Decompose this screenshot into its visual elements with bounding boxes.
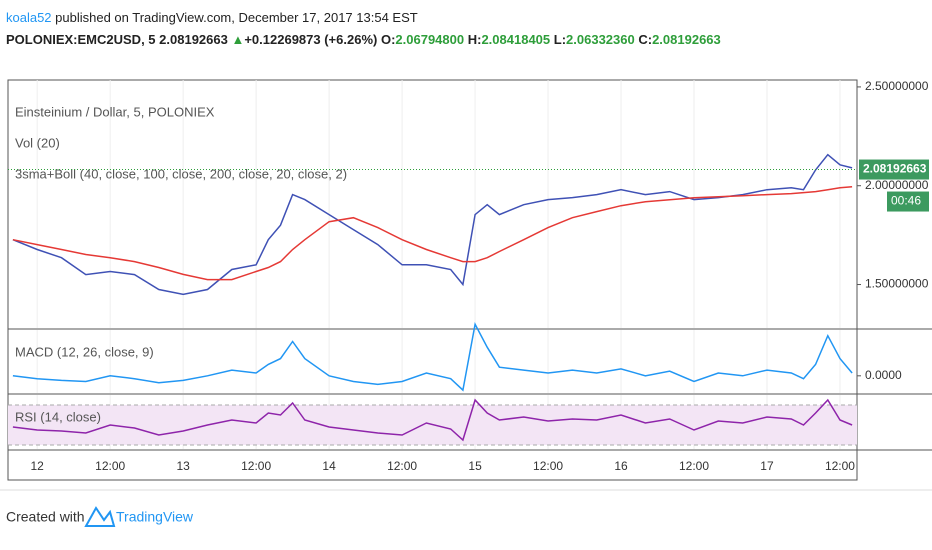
x-tick-label: 12:00: [533, 459, 563, 473]
y-tick-label: 2.50000000: [865, 79, 929, 93]
brand[interactable]: TradingView: [116, 509, 194, 525]
symbol: POLONIEX:EMC2USD, 5: [6, 32, 156, 47]
logo: [84, 506, 116, 527]
o: 2.06794800: [395, 32, 465, 47]
x-tick-label: 15: [468, 459, 482, 473]
x-tick-label: 17: [760, 459, 774, 473]
series-line: [12, 322, 853, 392]
legend: MACD (12, 26, close, 9): [15, 344, 154, 359]
created: Created with: [6, 509, 85, 525]
legend: RSI (14, close): [15, 409, 101, 424]
o-label: O:: [380, 32, 396, 47]
c: 2.08192663: [652, 32, 721, 47]
x-tick-label: 14: [322, 459, 336, 473]
countdown-box: [887, 191, 929, 212]
x-tick-label: 13: [176, 459, 190, 473]
series-line: [12, 398, 853, 442]
symbol-line: POLONIEX:EMC2USD, 5 2.08192663 ▲+0.12269…: [6, 32, 721, 47]
x-tick-label: 12:00: [95, 459, 125, 473]
header: koala52 published on TradingView.com, De…: [6, 10, 418, 25]
x-tick-label: 16: [614, 459, 628, 473]
arrow: ▲: [231, 32, 245, 47]
l: 2.06332360: [566, 32, 635, 47]
x-tick-label: 12:00: [241, 459, 271, 473]
x-tick-label: 12:00: [825, 459, 855, 473]
h: 2.08418405: [481, 32, 551, 47]
last-box: [859, 159, 929, 180]
x-tick-label: 12: [31, 459, 45, 473]
series-line: [12, 153, 853, 296]
y-tick-label: 1.50000000: [865, 277, 929, 291]
series-line: [12, 185, 853, 281]
frame: [7, 79, 858, 481]
l-label: L:: [553, 32, 567, 47]
countdown: 00:46: [891, 194, 921, 208]
change: +0.12269873 (+6.26%): [244, 32, 378, 47]
published: published on TradingView.com, December 1…: [51, 10, 418, 25]
last: 2.08192663: [159, 32, 228, 47]
legend: Einsteinium / Dollar, 5, POLONIEX: [15, 104, 215, 119]
x-tick-label: 12:00: [387, 459, 417, 473]
y-tick-label: 0.0000: [865, 368, 902, 382]
x-tick-label: 12:00: [679, 459, 709, 473]
h-label: H:: [467, 32, 482, 47]
author-link[interactable]: koala52: [6, 10, 52, 25]
c-label: C:: [638, 32, 653, 47]
y-tick-label: 2.00000000: [865, 178, 929, 192]
legend: Vol (20): [15, 135, 60, 150]
legend: 3sma+Boll (40, close, 100, close, 200, c…: [15, 166, 347, 181]
last-label: 2.08192663: [863, 162, 927, 176]
